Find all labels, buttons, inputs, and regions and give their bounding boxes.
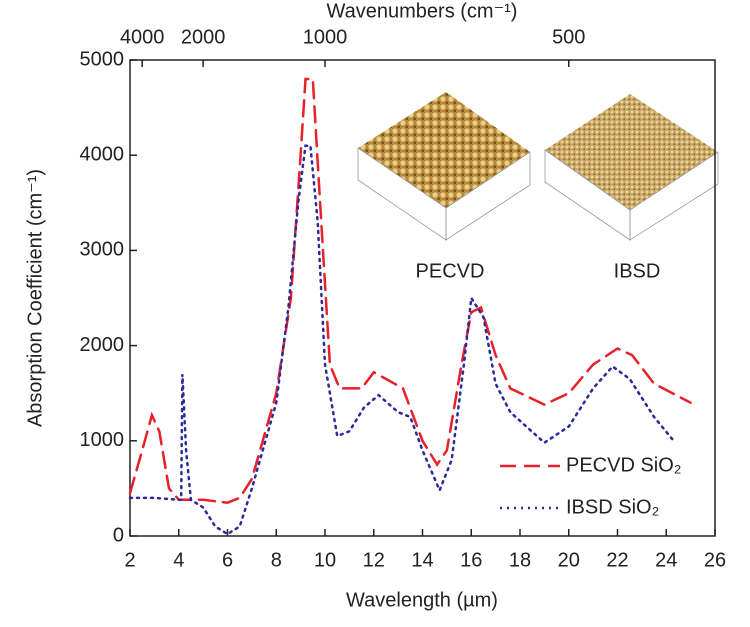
x-tick-label: 22 (606, 549, 628, 571)
y-tick-label: 0 (113, 524, 124, 546)
legend-label: IBSD SiO₂ (566, 496, 659, 518)
x-tick-label: 2 (124, 549, 135, 571)
y-tick-label: 1000 (80, 429, 125, 451)
inset-pecvd (357, 92, 531, 241)
x2-tick-label: 2000 (181, 26, 226, 48)
x2-tick-label: 4000 (120, 26, 165, 48)
x-tick-label: 12 (363, 549, 385, 571)
x-tick-label: 16 (460, 549, 482, 571)
y-tick-label: 3000 (80, 239, 125, 261)
inset-label: PECVD (416, 260, 485, 282)
x2-tick-label: 1000 (303, 26, 348, 48)
inset-label: IBSD (614, 260, 661, 282)
x-tick-label: 10 (314, 549, 336, 571)
x2-tick-label: 500 (552, 26, 585, 48)
y-tick-label: 5000 (80, 48, 125, 70)
data-line (128, 77, 692, 504)
x2-axis-label: Wavenumbers (cm⁻¹) (327, 0, 518, 22)
x-tick-label: 18 (509, 549, 531, 571)
x-tick-label: 20 (558, 549, 580, 571)
y-axis-label: Absorption Coefficient (cm⁻¹) (24, 169, 46, 427)
y-tick-label: 2000 (80, 334, 125, 356)
x-tick-label: 4 (173, 549, 184, 571)
y-tick-label: 4000 (80, 143, 125, 165)
legend-label: PECVD SiO₂ (566, 454, 682, 476)
x-tick-label: 24 (655, 549, 677, 571)
x-tick-label: 8 (271, 549, 282, 571)
inset-ibsd (544, 94, 719, 241)
x-tick-label: 26 (704, 549, 726, 571)
x-tick-label: 14 (411, 549, 433, 571)
x-tick-label: 6 (222, 549, 233, 571)
x-axis-label: Wavelength (µm) (346, 589, 498, 611)
data-line (128, 144, 675, 536)
